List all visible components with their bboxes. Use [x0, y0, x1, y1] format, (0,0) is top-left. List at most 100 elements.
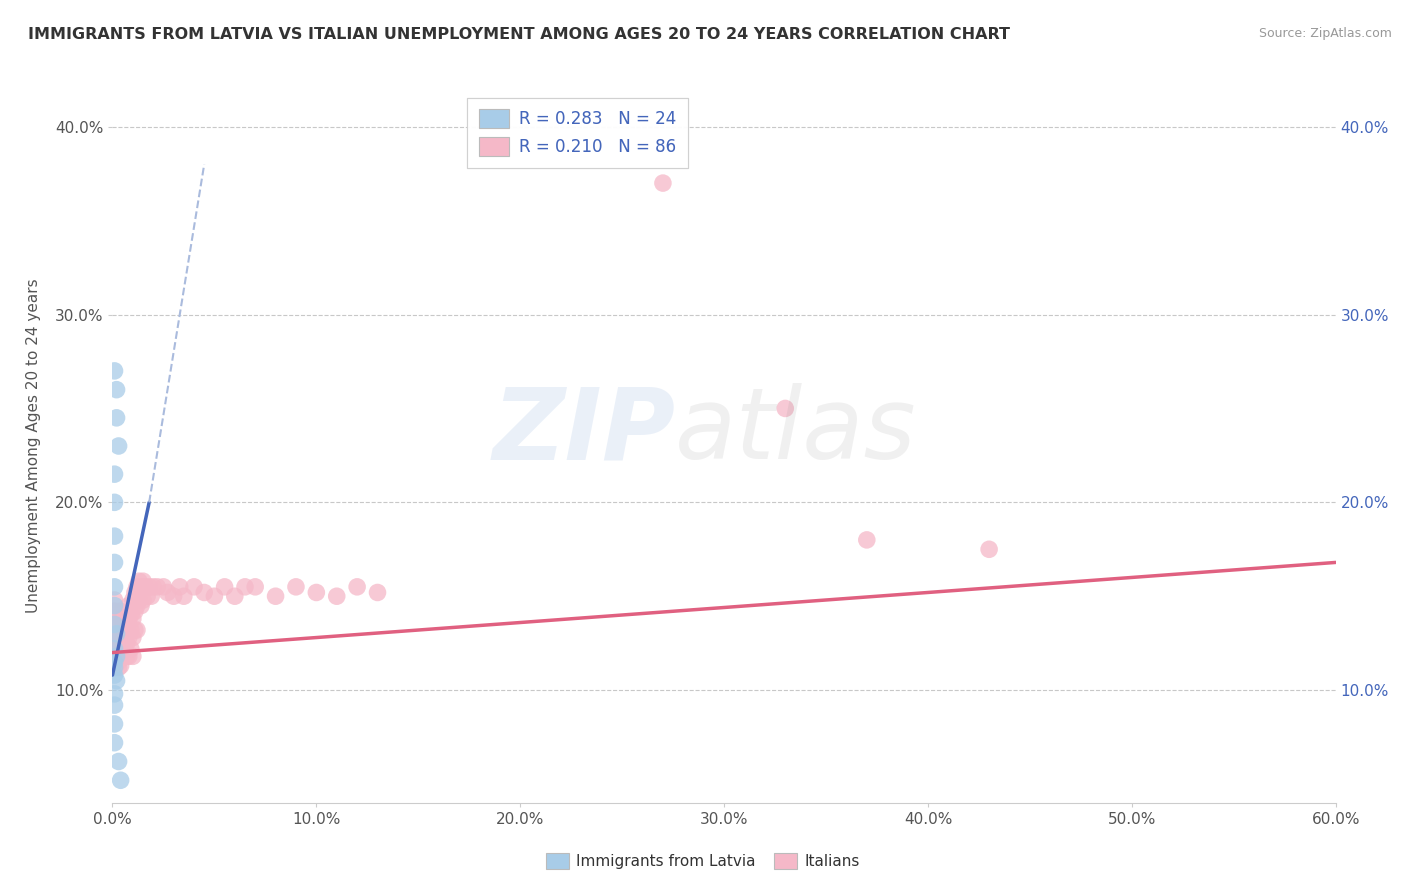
Point: [142, 580, 165, 594]
Point: [132, 593, 155, 607]
Point: [110, 658, 132, 673]
Point: [111, 623, 134, 637]
Point: [103, 580, 125, 594]
Point: [103, 467, 125, 482]
Point: [214, 580, 236, 594]
Point: [132, 574, 155, 589]
Point: [103, 495, 125, 509]
Point: [107, 641, 129, 656]
Point: [107, 649, 129, 664]
Y-axis label: Unemployment Among Ages 20 to 24 years: Unemployment Among Ages 20 to 24 years: [27, 278, 41, 614]
Point: [105, 655, 128, 669]
Point: [775, 401, 797, 416]
Point: [105, 383, 128, 397]
Text: ZIP: ZIP: [492, 384, 675, 480]
Point: [125, 580, 148, 594]
Point: [136, 589, 159, 603]
Point: [118, 599, 141, 613]
Point: [107, 631, 129, 645]
Point: [105, 410, 128, 425]
Point: [107, 439, 129, 453]
Point: [110, 773, 132, 788]
Point: [103, 604, 125, 618]
Point: [103, 687, 125, 701]
Point: [163, 589, 186, 603]
Point: [111, 641, 134, 656]
Point: [103, 655, 125, 669]
Point: [103, 668, 125, 682]
Point: [105, 641, 128, 656]
Point: [107, 755, 129, 769]
Point: [103, 660, 125, 674]
Point: [118, 612, 141, 626]
Point: [110, 623, 132, 637]
Point: [105, 649, 128, 664]
Point: [122, 649, 145, 664]
Point: [204, 589, 226, 603]
Point: [169, 580, 191, 594]
Point: [124, 623, 146, 637]
Point: [111, 612, 134, 626]
Point: [122, 612, 145, 626]
Point: [120, 607, 142, 622]
Point: [128, 574, 150, 589]
Point: [114, 631, 136, 645]
Point: [103, 556, 125, 570]
Point: [103, 593, 125, 607]
Point: [107, 636, 129, 650]
Point: [284, 580, 308, 594]
Text: IMMIGRANTS FROM LATVIA VS ITALIAN UNEMPLOYMENT AMONG AGES 20 TO 24 YEARS CORRELA: IMMIGRANTS FROM LATVIA VS ITALIAN UNEMPL…: [28, 27, 1010, 42]
Point: [110, 631, 132, 645]
Point: [141, 589, 163, 603]
Point: [107, 627, 129, 641]
Point: [105, 673, 128, 688]
Point: [120, 623, 142, 637]
Point: [105, 636, 128, 650]
Point: [103, 698, 125, 713]
Point: [115, 649, 138, 664]
Point: [110, 612, 132, 626]
Point: [103, 364, 125, 378]
Point: [103, 599, 125, 613]
Point: [979, 542, 1001, 557]
Point: [138, 580, 160, 594]
Legend: R = 0.283   N = 24, R = 0.210   N = 86: R = 0.283 N = 24, R = 0.210 N = 86: [467, 97, 688, 168]
Point: [103, 736, 125, 750]
Point: [124, 585, 146, 599]
Legend: Immigrants from Latvia, Italians: Immigrants from Latvia, Italians: [540, 847, 866, 875]
Text: Source: ZipAtlas.com: Source: ZipAtlas.com: [1258, 27, 1392, 40]
Point: [120, 641, 142, 656]
Point: [122, 593, 145, 607]
Point: [652, 176, 675, 190]
Point: [146, 580, 169, 594]
Point: [128, 593, 150, 607]
Point: [115, 623, 138, 637]
Point: [326, 589, 349, 603]
Point: [115, 636, 138, 650]
Point: [264, 589, 287, 603]
Point: [105, 627, 128, 641]
Point: [110, 604, 132, 618]
Point: [366, 585, 388, 599]
Point: [114, 641, 136, 656]
Point: [118, 631, 141, 645]
Point: [233, 580, 256, 594]
Point: [111, 631, 134, 645]
Point: [245, 580, 267, 594]
Point: [134, 580, 156, 594]
Point: [103, 717, 125, 731]
Point: [193, 585, 215, 599]
Point: [103, 617, 125, 632]
Point: [107, 660, 129, 674]
Point: [110, 649, 132, 664]
Point: [173, 589, 195, 603]
Text: atlas: atlas: [675, 384, 917, 480]
Point: [183, 580, 205, 594]
Point: [107, 655, 129, 669]
Point: [122, 631, 145, 645]
Point: [125, 623, 148, 637]
Point: [110, 638, 132, 652]
Point: [124, 604, 146, 618]
Point: [855, 533, 877, 547]
Point: [118, 649, 141, 664]
